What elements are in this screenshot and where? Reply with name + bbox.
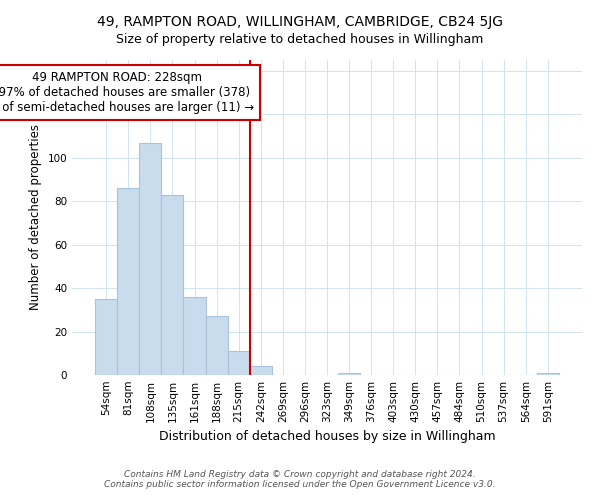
Text: 49 RAMPTON ROAD: 228sqm
← 97% of detached houses are smaller (378)
3% of semi-de: 49 RAMPTON ROAD: 228sqm ← 97% of detache… [0, 71, 254, 114]
Bar [184, 297, 206, 375]
Text: Size of property relative to detached houses in Willingham: Size of property relative to detached ho… [116, 32, 484, 46]
Bar [227, 351, 250, 375]
Y-axis label: Number of detached properties: Number of detached properties [29, 124, 42, 310]
Bar [338, 373, 360, 375]
Bar [95, 299, 117, 375]
X-axis label: Distribution of detached houses by size in Willingham: Distribution of detached houses by size … [158, 430, 496, 444]
Text: 49, RAMPTON ROAD, WILLINGHAM, CAMBRIDGE, CB24 5JG: 49, RAMPTON ROAD, WILLINGHAM, CAMBRIDGE,… [97, 15, 503, 29]
Bar [537, 373, 559, 375]
Bar [139, 142, 161, 375]
Bar [250, 366, 272, 375]
Text: Contains HM Land Registry data © Crown copyright and database right 2024.
Contai: Contains HM Land Registry data © Crown c… [104, 470, 496, 489]
Bar [206, 316, 227, 375]
Bar [117, 188, 139, 375]
Bar [161, 194, 184, 375]
